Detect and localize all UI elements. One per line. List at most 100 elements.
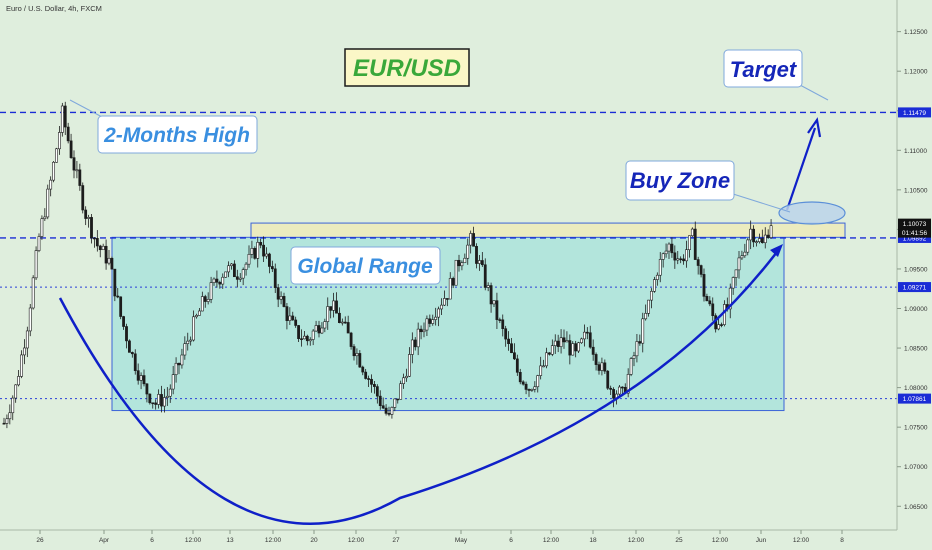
candle-body — [87, 217, 90, 219]
candle-body — [510, 343, 513, 354]
candle-body — [130, 352, 134, 355]
buy-zone-box — [250, 222, 846, 238]
time-tick-label: 12:00 — [628, 537, 645, 544]
time-tick-label: 12:00 — [712, 537, 729, 544]
time-tick-label: 26 — [36, 537, 44, 544]
candle-body — [749, 228, 753, 241]
candle-body — [609, 387, 613, 390]
pair-title: EUR/USD — [353, 55, 461, 82]
candle-body — [72, 157, 76, 171]
candle-body — [142, 375, 146, 385]
time-tick-label: May — [455, 537, 468, 544]
current-price-label: 1.10073 — [903, 221, 927, 228]
candle-body — [218, 281, 222, 285]
candle-body — [740, 255, 744, 259]
candle-body — [317, 325, 321, 334]
candle-body — [343, 321, 347, 324]
candle-body — [355, 353, 359, 357]
candle-body — [259, 242, 263, 246]
candle-body — [475, 245, 478, 264]
candle-body — [469, 233, 473, 246]
candle-body — [238, 277, 242, 280]
candlestick-series — [2, 101, 773, 429]
candle-body — [690, 228, 694, 237]
level-tag-2 — [898, 282, 931, 293]
candle-body — [574, 343, 578, 352]
candle-body — [253, 248, 257, 259]
candle-body — [419, 328, 423, 333]
candle-body — [262, 244, 265, 257]
price-tick-label: 1.07500 — [904, 425, 928, 432]
candle-body — [174, 362, 178, 376]
candle-body — [34, 250, 38, 279]
candle-body — [539, 365, 543, 376]
candle-body — [685, 249, 688, 262]
candle-body — [364, 371, 368, 379]
candle-body — [550, 345, 554, 355]
candle-body — [638, 341, 642, 344]
high-callout-label: 2-Months High — [103, 124, 250, 147]
candle-body — [655, 274, 659, 280]
candle-body — [116, 295, 120, 298]
candle-body — [235, 276, 239, 280]
candle-body — [580, 338, 583, 344]
candle-body — [358, 353, 362, 368]
projection-arrow-head-icon — [807, 117, 822, 138]
candle-body — [699, 265, 703, 275]
candle-body — [527, 389, 531, 391]
candle-body — [763, 234, 767, 244]
candle-body — [145, 383, 149, 395]
candle-body — [265, 253, 268, 257]
price-tick-label: 1.12500 — [904, 29, 928, 36]
candle-body — [209, 282, 213, 300]
candle-body — [183, 343, 187, 356]
candle-body — [276, 287, 280, 300]
candle-body — [486, 285, 490, 288]
candle-body — [641, 318, 645, 344]
candle-body — [463, 257, 467, 264]
candle-body — [119, 296, 123, 317]
candle-body — [515, 358, 519, 373]
candle-body — [480, 260, 484, 266]
candle-body — [661, 253, 665, 260]
time-tick-label: 27 — [392, 537, 400, 544]
candle-body — [434, 316, 438, 320]
candle-body — [25, 330, 29, 349]
bar-countdown-label: 01:41:56 — [902, 230, 928, 237]
candle-body — [192, 316, 195, 341]
candle-body — [670, 243, 674, 254]
candle-body — [37, 236, 41, 251]
candle-body — [90, 217, 93, 239]
price-tick-label: 1.10500 — [904, 187, 928, 194]
candle-body — [402, 377, 405, 384]
time-tick-label: 18 — [589, 537, 597, 544]
candle-body — [81, 185, 85, 211]
candle-body — [413, 339, 417, 348]
candle-body — [556, 340, 560, 347]
buy-zone-ellipse — [778, 201, 846, 225]
candle-body — [198, 310, 201, 316]
candle-body — [60, 105, 64, 133]
candle-body — [314, 325, 318, 332]
candle-body — [478, 260, 481, 264]
candle-body — [294, 319, 298, 326]
candle-body — [31, 277, 35, 309]
candle-body — [443, 298, 446, 306]
candle-body — [40, 218, 44, 237]
candle-body — [626, 374, 630, 394]
candle-body — [110, 257, 114, 270]
candle-body — [227, 265, 230, 273]
candle-body — [230, 263, 233, 267]
candle-body — [288, 315, 292, 321]
time-tick-label: Jun — [756, 537, 767, 544]
candle-body — [760, 238, 764, 244]
candle-body — [495, 300, 499, 320]
level-tag-1 — [898, 232, 931, 243]
candle-body — [270, 266, 274, 270]
candle-body — [667, 243, 671, 252]
candle-body — [11, 397, 15, 414]
candle-body — [653, 279, 656, 292]
time-axis[interactable]: 26 Apr 6 12:00 13 12:00 20 12:00 27 May 6 12:00 18 12… — [36, 530, 844, 544]
chart-header-symbol: Euro / U.S. Dollar, 4h, FXCM — [6, 4, 102, 13]
time-tick-label: 12:00 — [265, 537, 282, 544]
